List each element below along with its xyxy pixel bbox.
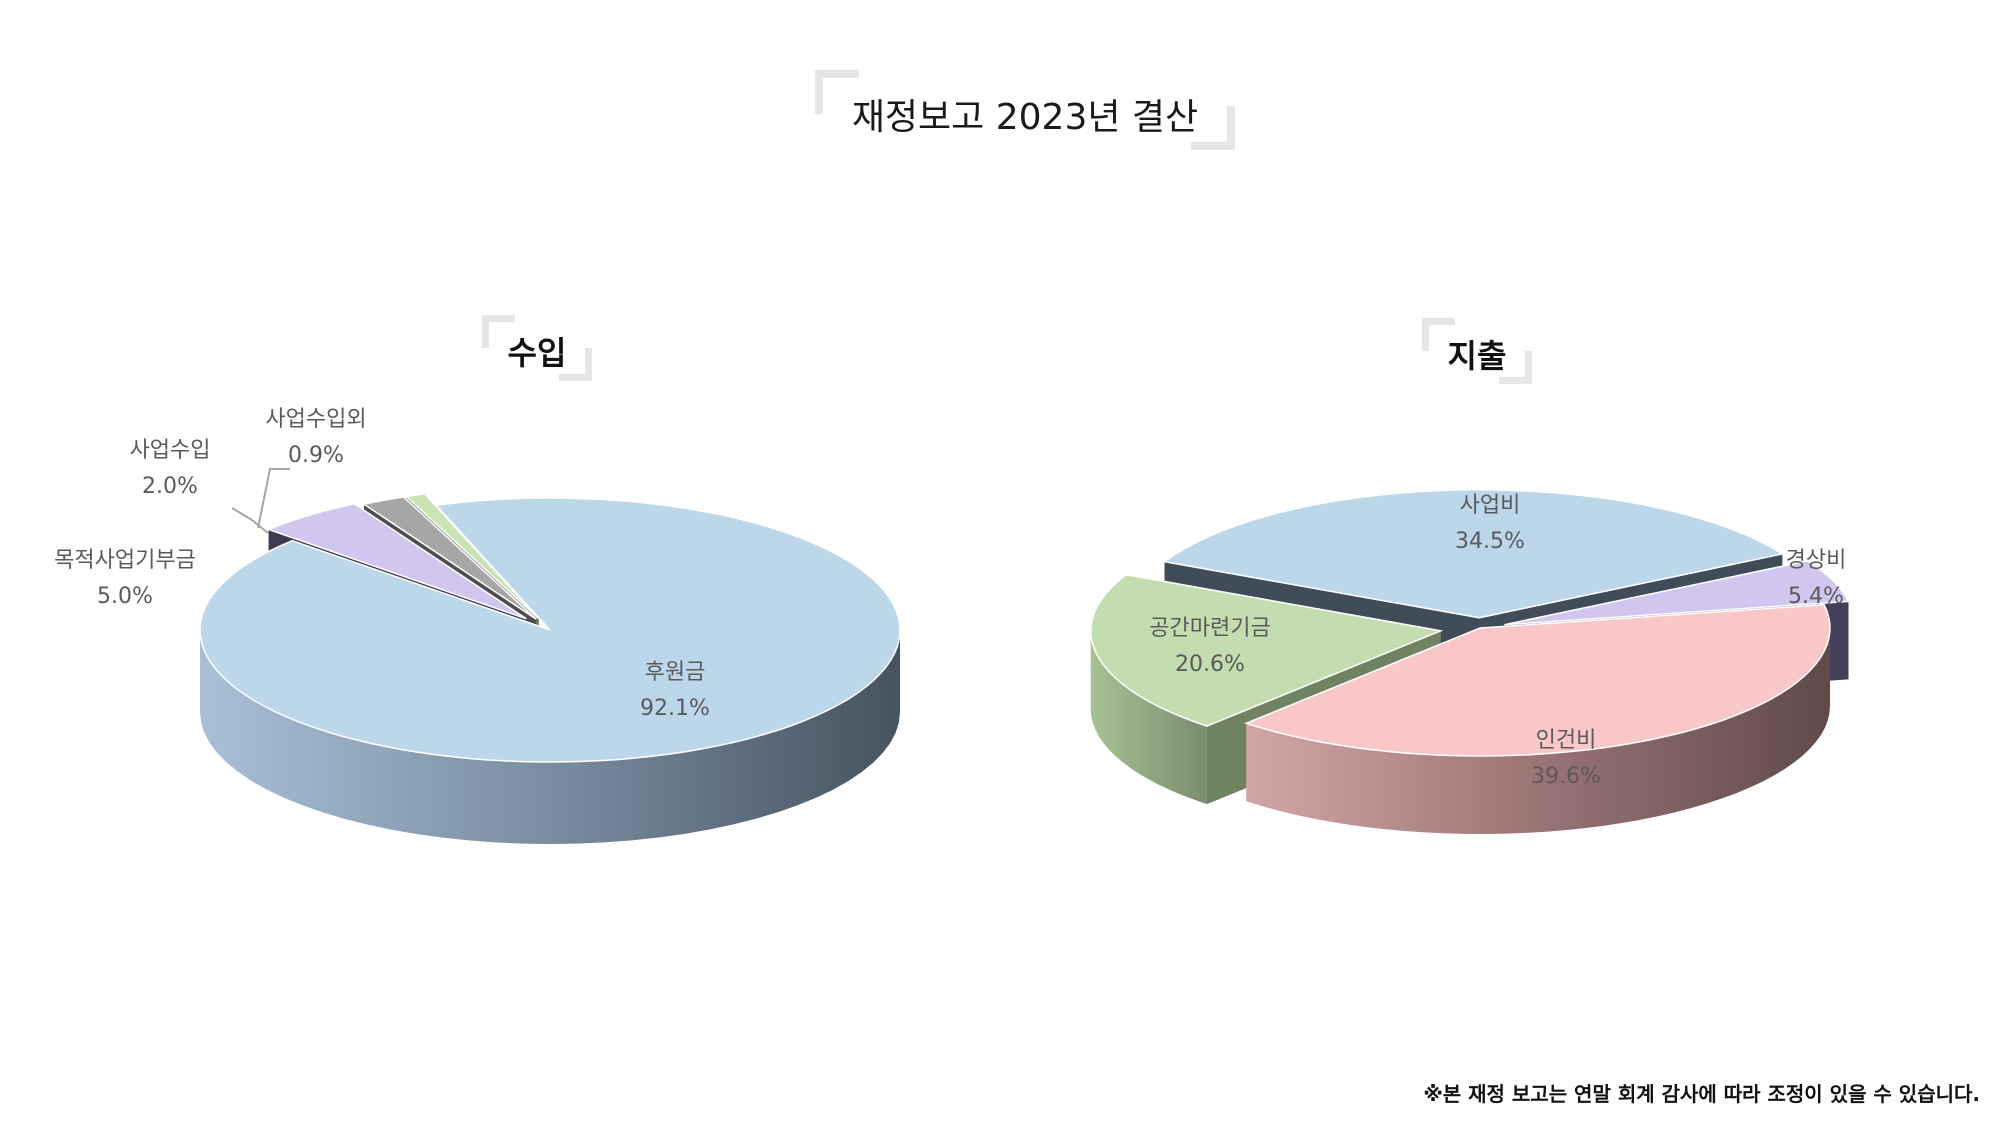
slice-top-1 [266, 502, 527, 620]
slice-top-3 [1090, 573, 1444, 727]
value-mokjeok: 5.0% [97, 584, 153, 609]
leader-line-saeopsuipoe [257, 468, 290, 529]
title-corner-top-left [815, 70, 859, 114]
expense-pie [1090, 489, 1850, 834]
slice-top-2 [362, 496, 537, 620]
value-ingeonbi: 39.6% [1531, 764, 1601, 789]
page-title: 재정보고 2023년 결산 [851, 97, 1199, 138]
label-mokjeok: 목적사업기부금 [54, 548, 196, 573]
income-pie [199, 493, 901, 844]
value-huwongeum: 92.1% [640, 696, 710, 721]
label-saeopbi: 사업비 [1460, 493, 1521, 518]
slice-side-0 [200, 630, 900, 844]
income-corner-bottom-right [559, 348, 592, 381]
value-saeopsuipoe: 0.9% [288, 443, 344, 468]
label-gonggan: 공간마련기금 [1149, 616, 1270, 641]
leader-line-saeopsuip [231, 507, 269, 534]
value-gonggan: 20.6% [1175, 652, 1245, 677]
slice-top-0 [1162, 489, 1785, 619]
expense-title-frame: 지출 [1422, 318, 1532, 384]
expense-corner-top-left [1422, 318, 1455, 351]
label-ingeonbi: 인건비 [1536, 728, 1597, 753]
slice-top-2 [1243, 603, 1831, 757]
label-saeopsuipoe: 사업수입외 [265, 407, 366, 432]
label-saeopsuip: 사업수입 [130, 438, 211, 463]
income-chart-title: 수입 [507, 334, 567, 372]
title-frame: 재정보고 2023년 결산 [815, 70, 1235, 150]
value-saeopsuip: 2.0% [142, 474, 198, 499]
slice-top-3 [404, 493, 540, 620]
income-corner-top-left [482, 315, 515, 348]
label-gyeongsangbi: 경상비 [1786, 548, 1847, 573]
slice-labels: 후원금 92.1% 목적사업기부금 5.0% 사업수입 2.0% 사업수입외 0.9% 사업비 3… [54, 407, 1846, 789]
slice-side-3 [1090, 630, 1207, 805]
slice-top-1 [1504, 560, 1850, 626]
income-title-frame: 수입 [482, 315, 592, 381]
footnote: ※본 재정 보고는 연말 회계 감사에 따라 조정이 있을 수 있습니다. [1423, 1082, 1980, 1106]
slice-top-0 [199, 497, 901, 763]
expense-chart-title: 지출 [1447, 337, 1507, 375]
label-huwongeum: 후원금 [645, 660, 706, 685]
slice-side-2 [1246, 628, 1830, 834]
value-gyeongsangbi: 5.4% [1788, 584, 1844, 609]
title-corner-bottom-right [1191, 106, 1235, 150]
expense-corner-bottom-right [1499, 351, 1532, 384]
value-saeopbi: 34.5% [1455, 529, 1525, 554]
